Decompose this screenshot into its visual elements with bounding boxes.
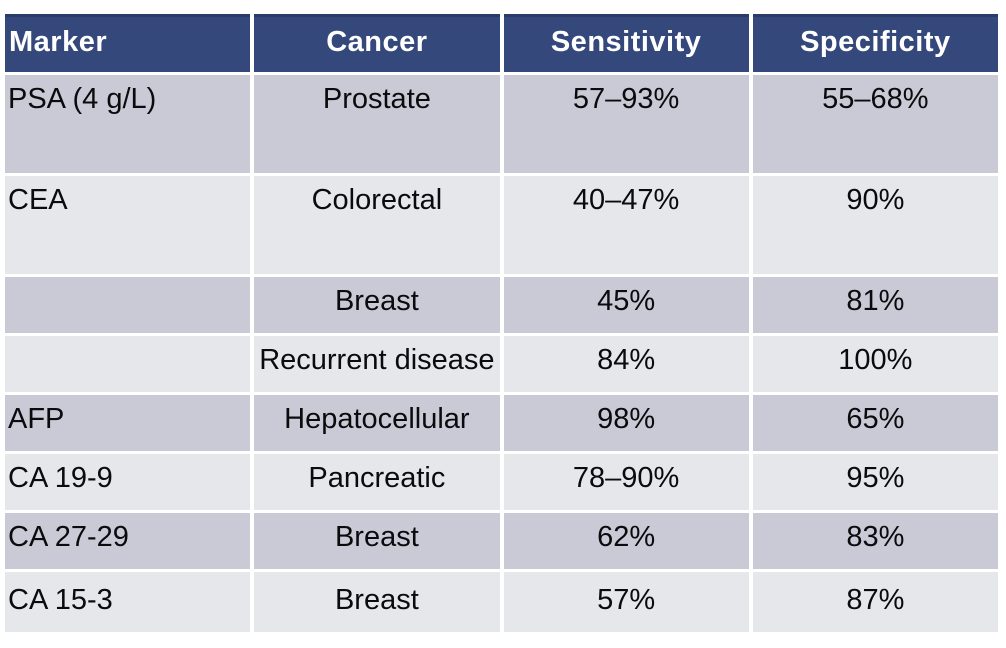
cell-marker: CA 27-29 (5, 513, 251, 569)
cell-specificity: 90% (752, 176, 998, 274)
cell-sensitivity: 78–90% (503, 454, 749, 510)
table-row-cea: CEA Colorectal 40–47% 90% (5, 176, 998, 274)
cell-marker: CA 19-9 (5, 454, 251, 510)
cell-specificity: 87% (752, 572, 998, 632)
cell-marker: PSA (4 g/L) (5, 75, 251, 173)
table-row-ca19-9: CA 19-9 Pancreatic 78–90% 95% (5, 454, 998, 510)
cell-marker: CEA (5, 176, 251, 274)
cell-cancer: Hepatocellular (254, 395, 500, 451)
cell-specificity: 95% (752, 454, 998, 510)
table-row-cea-breast: Breast 45% 81% (5, 277, 998, 333)
table-body: PSA (4 g/L) Prostate 57–93% 55–68% CEA C… (5, 75, 998, 632)
cell-specificity: 81% (752, 277, 998, 333)
tumor-marker-table: Marker Cancer Sensitivity Specificity PS… (1, 11, 1002, 635)
column-header-sensitivity: Sensitivity (503, 14, 749, 72)
column-header-cancer: Cancer (254, 14, 500, 72)
cell-specificity: 83% (752, 513, 998, 569)
table-row-ca15-3: CA 15-3 Breast 57% 87% (5, 572, 998, 632)
cell-specificity: 65% (752, 395, 998, 451)
cell-specificity: 100% (752, 336, 998, 392)
table-row-ca27-29: CA 27-29 Breast 62% 83% (5, 513, 998, 569)
cell-cancer: Recurrent disease (254, 336, 500, 392)
column-header-specificity: Specificity (752, 14, 998, 72)
cell-marker (5, 336, 251, 392)
cell-cancer: Breast (254, 513, 500, 569)
cell-marker: AFP (5, 395, 251, 451)
cell-sensitivity: 98% (503, 395, 749, 451)
table-row-recurrent-disease: Recurrent disease 84% 100% (5, 336, 998, 392)
cell-sensitivity: 45% (503, 277, 749, 333)
cell-specificity: 55–68% (752, 75, 998, 173)
cell-sensitivity: 57–93% (503, 75, 749, 173)
cell-cancer: Pancreatic (254, 454, 500, 510)
cell-sensitivity: 84% (503, 336, 749, 392)
column-header-marker: Marker (5, 14, 251, 72)
table-header: Marker Cancer Sensitivity Specificity (5, 14, 998, 72)
header-row: Marker Cancer Sensitivity Specificity (5, 14, 998, 72)
cell-marker (5, 277, 251, 333)
cell-sensitivity: 62% (503, 513, 749, 569)
cell-cancer: Prostate (254, 75, 500, 173)
cell-sensitivity: 40–47% (503, 176, 749, 274)
cell-marker: CA 15-3 (5, 572, 251, 632)
cell-cancer: Colorectal (254, 176, 500, 274)
cell-cancer: Breast (254, 277, 500, 333)
table-row-psa: PSA (4 g/L) Prostate 57–93% 55–68% (5, 75, 998, 173)
cell-sensitivity: 57% (503, 572, 749, 632)
cell-cancer: Breast (254, 572, 500, 632)
table-row-afp: AFP Hepatocellular 98% 65% (5, 395, 998, 451)
